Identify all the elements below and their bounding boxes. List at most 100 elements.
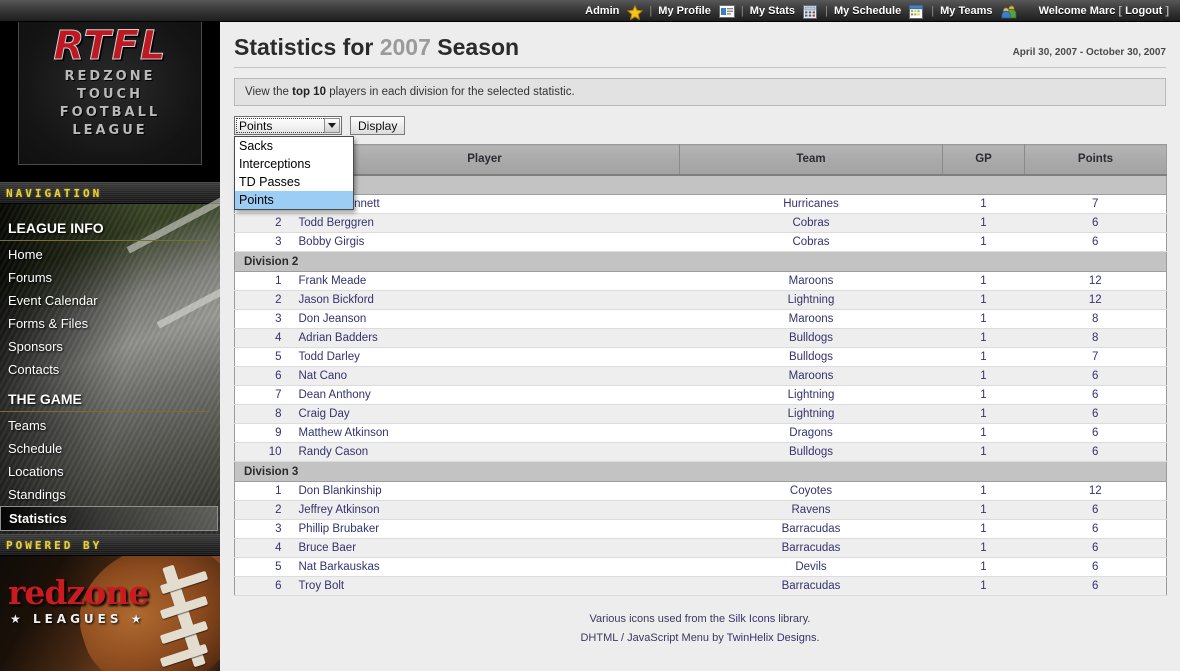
cell-points: 6 <box>1024 404 1167 424</box>
league-logo[interactable]: RTFL REDZONE TOUCH FOOTBALL LEAGUE <box>0 0 220 182</box>
logout-link[interactable]: Logout <box>1125 4 1163 17</box>
team-link[interactable]: Hurricanes <box>783 198 839 210</box>
team-link[interactable]: Barracudas <box>781 523 841 535</box>
player-link[interactable]: Adrian Badders <box>298 332 378 344</box>
table-row: 10 Randy Cason Bulldogs 1 6 <box>234 442 1167 462</box>
sidebar-item-forums[interactable]: Forums <box>8 270 53 285</box>
player-link[interactable]: Don Blankinship <box>298 485 382 497</box>
stat-select[interactable]: Points <box>234 116 342 135</box>
table-body: Division 11Gordon BennettHurricanes172To… <box>234 174 1167 596</box>
cell-team: Cobras <box>679 213 943 233</box>
stat-select-dropdown[interactable]: Sacks Interceptions TD Passes Points <box>234 136 354 210</box>
player-link[interactable]: Craig Day <box>298 408 350 420</box>
top-nav-my-profile[interactable]: My Profile <box>658 4 735 18</box>
player-link[interactable]: Todd Darley <box>298 351 360 363</box>
top-nav-links: Admin | My Profile | My Stats | My Sched… <box>585 3 1016 20</box>
player-link[interactable]: Jason Bickford <box>298 294 374 306</box>
player-link[interactable]: Bruce Baer <box>298 542 357 554</box>
team-link[interactable]: Lightning <box>787 408 835 420</box>
team-link[interactable]: Cobras <box>792 217 830 229</box>
footer-line-2: DHTML / JavaScript Menu by TwinHelix Des… <box>234 629 1166 648</box>
player-link[interactable]: Matthew Atkinson <box>298 427 389 439</box>
team-link[interactable]: Barracudas <box>781 542 841 554</box>
player-link[interactable]: Frank Meade <box>298 275 367 287</box>
player-link[interactable]: Dean Anthony <box>298 389 371 401</box>
stat-option-points[interactable]: Points <box>235 191 353 209</box>
top-nav-admin[interactable]: Admin <box>585 3 644 20</box>
stat-option-td-passes[interactable]: TD Passes <box>239 175 301 189</box>
column-header-team[interactable]: Team <box>679 144 943 176</box>
cell-points: 6 <box>1024 442 1167 462</box>
cell-points: 6 <box>1024 519 1167 539</box>
player-link[interactable]: Todd Berggren <box>298 217 374 229</box>
player-link[interactable]: Randy Cason <box>298 446 369 458</box>
team-link[interactable]: Cobras <box>792 236 830 248</box>
cell-player: Randy Cason <box>289 442 680 462</box>
sidebar-item-forms-files[interactable]: Forms & Files <box>8 316 89 331</box>
team-link[interactable]: Devils <box>795 561 827 573</box>
player-link[interactable]: Nat Barkauskas <box>298 561 380 573</box>
table-row: 4 Bruce Baer Barracudas 1 6 <box>234 538 1167 558</box>
cell-team: Maroons <box>679 271 943 291</box>
stat-option-interceptions[interactable]: Interceptions <box>239 157 311 171</box>
cell-team: Lightning <box>679 404 943 424</box>
cell-team: Coyotes <box>679 481 943 501</box>
column-header-points[interactable]: Points <box>1024 144 1167 176</box>
redzone-tagline: ★ LEAGUES ★ <box>10 612 145 626</box>
stat-option-sacks[interactable]: Sacks <box>239 139 274 153</box>
twinhelix-link[interactable]: TwinHelix Designs <box>726 632 817 644</box>
team-link[interactable]: Maroons <box>788 370 834 382</box>
team-link[interactable]: Dragons <box>789 427 833 439</box>
cell-games-played: 1 <box>942 309 1025 329</box>
main-content: Statistics for 2007 Season April 30, 200… <box>220 22 1180 671</box>
player-link[interactable]: Bobby Girgis <box>298 236 365 248</box>
navigation-header: NAVIGATION <box>0 182 220 204</box>
cell-player: Nat Barkauskas <box>289 557 680 577</box>
player-link[interactable]: Don Jeanson <box>298 313 367 325</box>
cell-points: 12 <box>1024 271 1167 291</box>
player-link[interactable]: Phillip Brubaker <box>298 523 380 535</box>
team-link[interactable]: Bulldogs <box>788 351 834 363</box>
cell-games-played: 1 <box>942 442 1025 462</box>
sidebar-item-event-calendar[interactable]: Event Calendar <box>8 293 98 308</box>
cell-games-played: 1 <box>942 557 1025 577</box>
top-nav-admin-label: Admin <box>585 4 620 17</box>
table-row: 3 Bobby Girgis Cobras 1 6 <box>234 232 1167 252</box>
team-link[interactable]: Maroons <box>788 275 834 287</box>
vcard-icon <box>718 4 735 19</box>
team-link[interactable]: Bulldogs <box>788 332 834 344</box>
sidebar-item-statistics[interactable]: Statistics <box>0 506 218 531</box>
cell-rank: 4 <box>234 328 290 348</box>
team-link[interactable]: Ravens <box>791 504 831 516</box>
stat-select-wrapper: Points Sacks Interceptions TD Passes Poi… <box>234 116 354 210</box>
team-link[interactable]: Barracudas <box>781 580 841 592</box>
player-link[interactable]: Nat Cano <box>298 370 348 382</box>
player-link[interactable]: Troy Bolt <box>298 580 345 592</box>
cell-rank: 7 <box>234 385 290 405</box>
sidebar-item-schedule[interactable]: Schedule <box>8 441 63 456</box>
cell-points: 7 <box>1024 194 1167 214</box>
silk-icons-link[interactable]: Silk Icons <box>728 613 776 625</box>
chevron-down-icon[interactable] <box>324 118 340 133</box>
sidebar-item-teams[interactable]: Teams <box>8 418 47 433</box>
top-nav-my-schedule[interactable]: My Schedule <box>834 4 925 19</box>
team-link[interactable]: Maroons <box>788 313 834 325</box>
player-link[interactable]: Jeffrey Atkinson <box>298 504 380 516</box>
team-link[interactable]: Coyotes <box>789 485 833 497</box>
sidebar-item-home[interactable]: Home <box>8 247 43 262</box>
cell-team: Bulldogs <box>679 442 943 462</box>
sidebar-item-locations[interactable]: Locations <box>8 464 64 479</box>
top-nav-my-stats[interactable]: My Stats <box>750 4 819 19</box>
powered-by-logo[interactable]: redzone ★ LEAGUES ★ <box>0 556 220 671</box>
display-button[interactable]: Display <box>350 116 406 135</box>
column-header-gp[interactable]: GP <box>942 144 1025 176</box>
sidebar-item-contacts[interactable]: Contacts <box>8 362 60 377</box>
team-link[interactable]: Lightning <box>787 389 835 401</box>
logout-bracket-open: [ <box>1118 4 1123 17</box>
top-nav-my-teams[interactable]: My Teams <box>940 4 1016 18</box>
sidebar-item-sponsors[interactable]: Sponsors <box>8 339 63 354</box>
team-link[interactable]: Lightning <box>787 294 835 306</box>
team-link[interactable]: Bulldogs <box>788 446 834 458</box>
sidebar-item-standings[interactable]: Standings <box>8 487 66 502</box>
column-header-player[interactable]: Player <box>289 144 680 176</box>
